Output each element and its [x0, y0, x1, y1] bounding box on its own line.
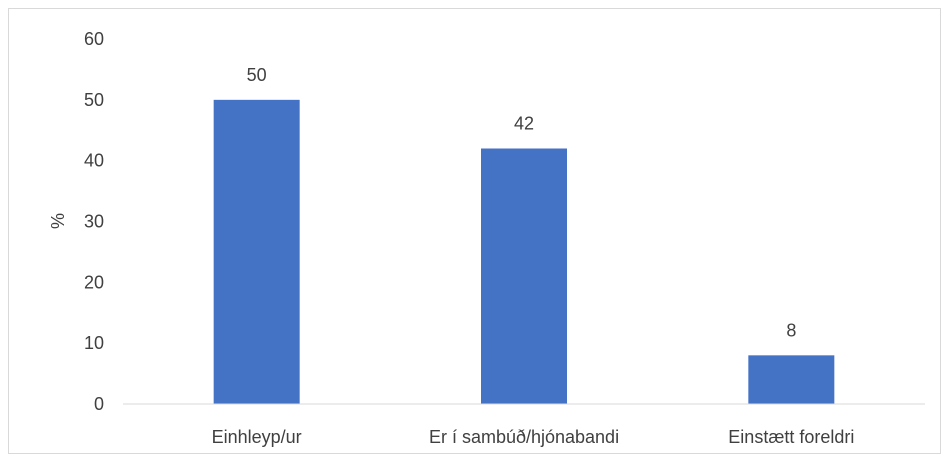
y-tick-label: 60	[84, 29, 104, 49]
y-axis-title: %	[48, 213, 68, 229]
y-tick-label: 0	[94, 394, 104, 414]
bar-1	[213, 99, 300, 404]
y-tick-label: 20	[84, 272, 104, 292]
bars	[213, 99, 835, 404]
data-label-2: 42	[514, 114, 534, 134]
y-tick-label: 50	[84, 90, 104, 110]
data-label-1: 50	[247, 65, 267, 85]
y-tick-label: 40	[84, 151, 104, 171]
y-tick-label: 30	[84, 212, 104, 232]
y-axis-ticks: 0 10 20 30 40 50 60	[84, 29, 104, 414]
category-label-1: Einhleyp/ur	[212, 427, 302, 447]
bar-3	[748, 355, 835, 404]
bar-2	[481, 148, 567, 404]
category-labels: Einhleyp/ur Er í sambúð/hjónabandi Einstæt…	[212, 427, 855, 447]
y-tick-label: 10	[84, 333, 104, 353]
data-labels: 50 42 8	[247, 65, 797, 341]
category-label-3: Einstætt foreldri	[728, 427, 854, 447]
category-label-2: Er í sambúð/hjónabandi	[429, 427, 619, 447]
data-label-3: 8	[786, 320, 796, 340]
